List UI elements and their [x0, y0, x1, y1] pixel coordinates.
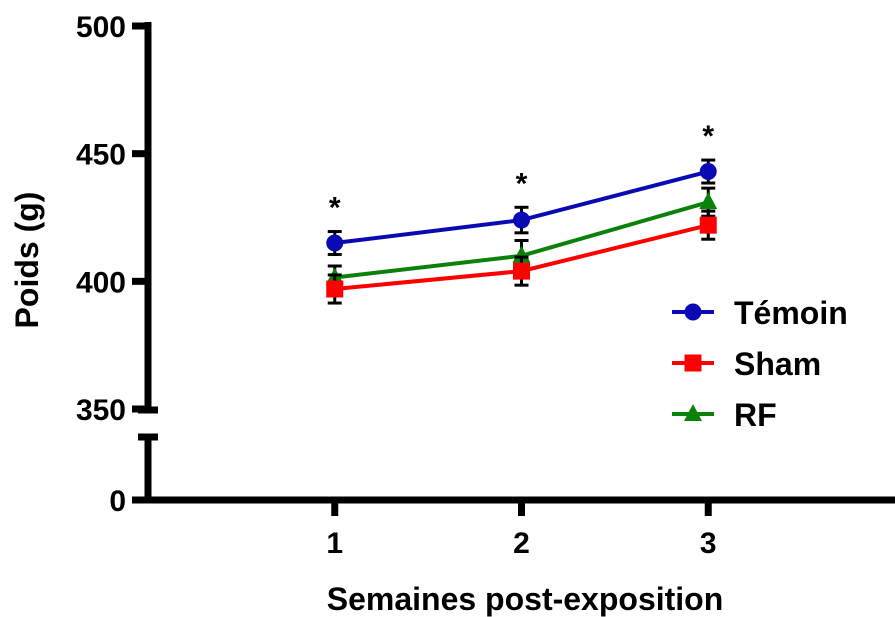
legend-label: Sham [734, 346, 821, 382]
data-point [513, 262, 530, 280]
legend-label: Témoin [734, 295, 848, 331]
legend-marker [684, 303, 702, 321]
y-tick-label: 400 [76, 266, 126, 299]
x-tick-label: 1 [326, 527, 343, 560]
data-point [699, 192, 718, 210]
data-point [513, 211, 530, 229]
data-point [326, 234, 344, 252]
legend-label: RF [734, 397, 777, 433]
data-point [699, 216, 717, 234]
data-point [699, 163, 717, 181]
x-tick-label: 3 [700, 527, 717, 560]
y-tick-label: 500 [76, 11, 126, 44]
significance-asterisk: * [329, 192, 341, 225]
axes: 500 450 400 350 0 1 2 3 [76, 11, 895, 560]
y-axis-label: Poids (g) [9, 192, 45, 329]
significance-asterisk: * [516, 167, 528, 200]
y-tick-label: 350 [76, 394, 126, 427]
legend-marker [684, 404, 702, 421]
legend-marker [684, 354, 702, 372]
x-tick-label: 2 [513, 527, 530, 560]
legend: Témoin Sham RF [672, 295, 848, 433]
x-axis-label: Semaines post-exposition [327, 581, 724, 617]
y-tick-label: 0 [109, 485, 126, 518]
data-point [326, 280, 344, 298]
significance-asterisk: * [702, 120, 714, 153]
y-tick-label: 450 [76, 139, 126, 172]
series-layer: * * * [325, 120, 718, 305]
